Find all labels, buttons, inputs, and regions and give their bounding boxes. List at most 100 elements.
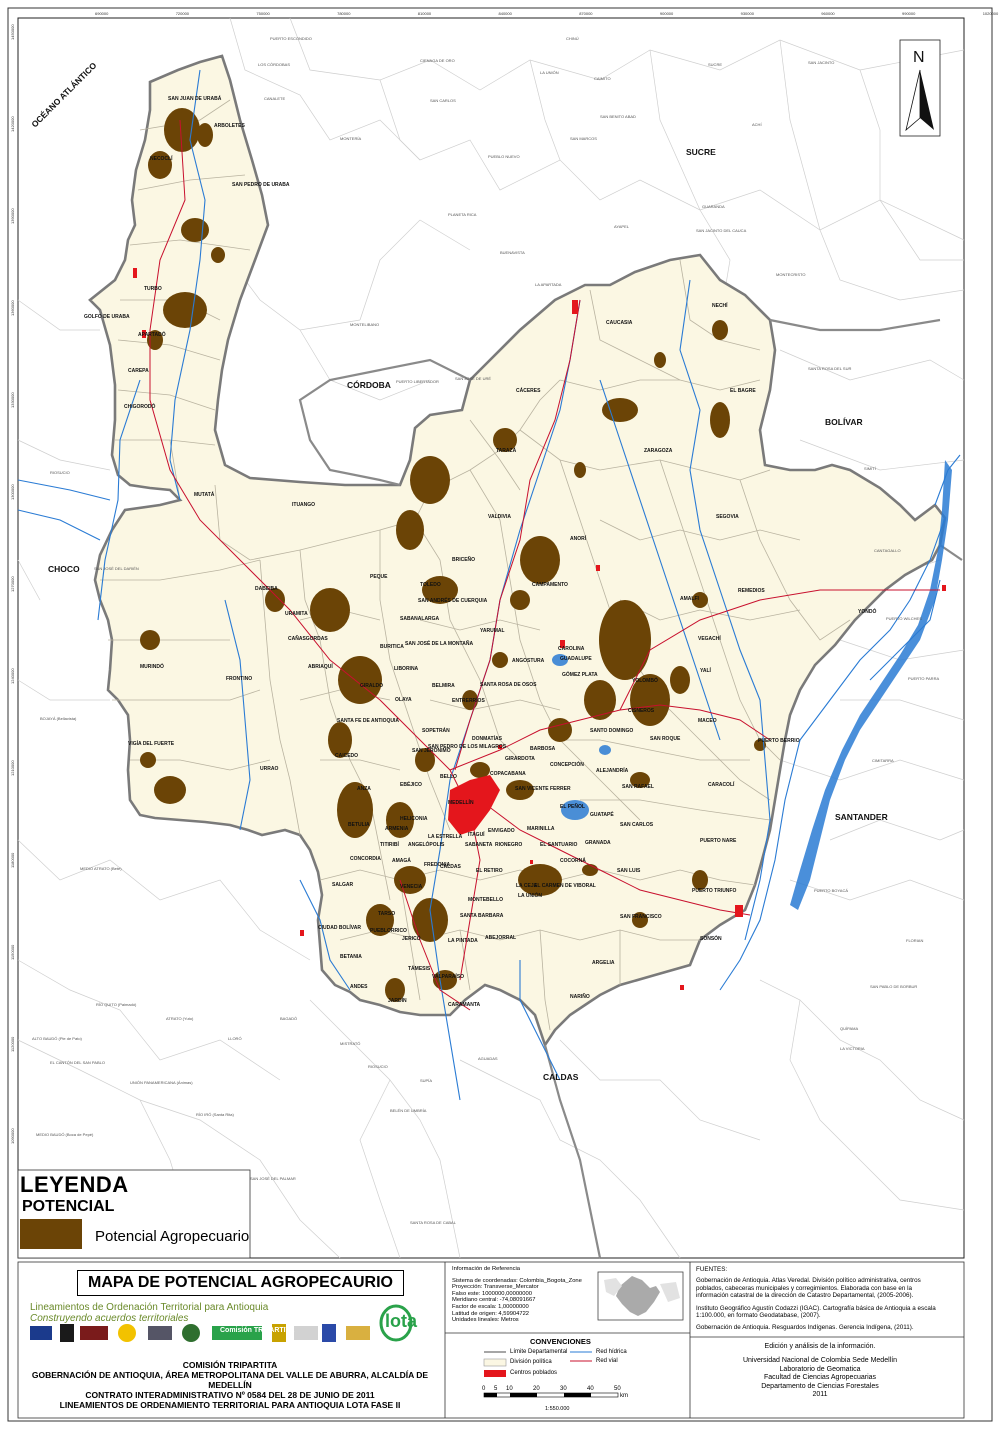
svg-text:ALTO BAUDÓ (Pie de Pato): ALTO BAUDÓ (Pie de Pato) [32, 1036, 83, 1041]
svg-text:LA CEJA: LA CEJA [516, 883, 538, 889]
river-network [17, 69, 961, 1101]
svg-text:TARSO: TARSO [378, 911, 395, 917]
svg-text:GIRARDOTA: GIRARDOTA [505, 756, 535, 762]
legend-title: LEYENDA [20, 1172, 129, 1197]
svg-text:ITUANGO: ITUANGO [292, 502, 315, 508]
svg-text:JARDÍN: JARDÍN [388, 996, 407, 1004]
svg-text:BARBOSA: BARBOSA [530, 746, 556, 752]
svg-text:SUCRE: SUCRE [708, 62, 722, 67]
tripartita-logo-text: Comisión TRIPARTITA [220, 1327, 295, 1334]
scale-tick: 0 [482, 1386, 486, 1392]
svg-text:YALÍ: YALÍ [700, 666, 712, 674]
graticule-label: 1270000 [10, 576, 15, 592]
svg-text:ABRIAQUÍ: ABRIAQUÍ [308, 662, 333, 670]
svg-text:MUTATÁ: MUTATÁ [194, 491, 215, 498]
graticule-label: 1210000 [10, 760, 15, 776]
scale-unit: km [620, 1393, 628, 1399]
svg-text:SAN JOSÉ DE LA MONTAÑA: SAN JOSÉ DE LA MONTAÑA [405, 639, 473, 647]
convention-label: División política [510, 1359, 552, 1365]
reference-line: Latitud de origen: 4,59904722 [452, 1310, 530, 1317]
svg-text:PLANETA RICA: PLANETA RICA [448, 212, 477, 217]
partner-logos [30, 1304, 413, 1342]
svg-text:EL RETIRO: EL RETIRO [476, 868, 503, 874]
svg-text:SAN PEDRO DE URABA: SAN PEDRO DE URABA [232, 182, 290, 188]
north-label: N [913, 49, 925, 66]
svg-text:SANTA BARBARA: SANTA BARBARA [460, 913, 504, 919]
graticule-label: 1020000 [983, 11, 999, 16]
edition-line: 2011 [812, 1391, 828, 1399]
svg-text:CONCEPCIÓN: CONCEPCIÓN [550, 760, 584, 768]
graticule-label: 720000 [176, 11, 190, 16]
source-item: Gobernación de Antioquia. Atlas Veredal.… [696, 1277, 921, 1300]
graticule-label: 1300000 [10, 484, 15, 500]
graticule-label: 1390000 [10, 208, 15, 224]
graticule-label: 750000 [256, 11, 270, 16]
scale-bar [483, 1392, 619, 1398]
svg-text:BOJAYÁ (Bellavista): BOJAYÁ (Bellavista) [40, 716, 77, 721]
svg-text:PUEBLO NUEVO: PUEBLO NUEVO [488, 154, 520, 159]
conventions-symbols [483, 1351, 592, 1377]
svg-text:NECHÍ: NECHÍ [712, 301, 728, 309]
svg-text:SUPÍA: SUPÍA [420, 1078, 432, 1083]
graticule-label: 1420000 [10, 116, 15, 132]
graticule-label: 960000 [821, 11, 835, 16]
svg-text:SAN MARCOS: SAN MARCOS [570, 136, 597, 141]
svg-text:SAN JACINTO DEL CAUCA: SAN JACINTO DEL CAUCA [696, 228, 747, 233]
svg-text:CONCORDIA: CONCORDIA [350, 856, 381, 862]
lota-logo-text: lota [385, 1311, 418, 1331]
svg-text:DABEIBA: DABEIBA [255, 586, 278, 592]
svg-text:NARIÑO: NARIÑO [570, 993, 590, 1000]
svg-text:SAN ANDRÉS DE CUERQUIA: SAN ANDRÉS DE CUERQUIA [418, 596, 488, 604]
svg-text:COCORNÁ: COCORNÁ [560, 857, 586, 864]
svg-text:BETANIA: BETANIA [340, 954, 362, 960]
svg-text:SAN RAFAEL: SAN RAFAEL [622, 784, 654, 790]
svg-text:EL BAGRE: EL BAGRE [730, 388, 756, 394]
svg-text:SAN JOSÉ DE URÉ: SAN JOSÉ DE URÉ [455, 376, 491, 381]
svg-text:SANTA ROSA DE CABAL: SANTA ROSA DE CABAL [410, 1220, 457, 1225]
svg-text:SABANALARGA: SABANALARGA [400, 616, 440, 622]
sources-block: FUENTES: Gobernación de Antioquia. Atlas… [696, 1266, 946, 1332]
svg-text:SANTA ROSA DE OSOS: SANTA ROSA DE OSOS [480, 682, 537, 688]
legend-subtitle: POTENCIAL [22, 1198, 115, 1215]
svg-text:BUENAVISTA: BUENAVISTA [500, 250, 525, 255]
svg-text:SANTO DOMINGO: SANTO DOMINGO [590, 728, 633, 734]
svg-text:MURINDÓ: MURINDÓ [140, 662, 164, 670]
svg-text:CAMPAMENTO: CAMPAMENTO [532, 582, 568, 588]
svg-text:MEDELLÍN: MEDELLÍN [448, 798, 474, 806]
svg-text:UNIÓN PANAMERICANA (Ánimas): UNIÓN PANAMERICANA (Ánimas) [130, 1080, 193, 1085]
svg-text:VALPARAÍSO: VALPARAÍSO [432, 972, 464, 980]
svg-text:RIOSUCIO: RIOSUCIO [368, 1064, 388, 1069]
svg-text:GÓMEZ PLATA: GÓMEZ PLATA [562, 670, 598, 678]
svg-text:EL PEÑOL: EL PEÑOL [560, 803, 585, 810]
dept-label: CALDAS [543, 1072, 579, 1082]
reference-line: Proyección: Transverse_Mercator [452, 1284, 539, 1291]
svg-text:CAUCASIA: CAUCASIA [606, 320, 633, 326]
svg-text:EL CANTÓN DEL SAN PABLO: EL CANTÓN DEL SAN PABLO [50, 1060, 105, 1065]
lota-logo [379, 1304, 413, 1342]
svg-text:GUADALUPE: GUADALUPE [560, 656, 592, 662]
svg-text:SAN VICENTE FERRER: SAN VICENTE FERRER [515, 786, 571, 792]
scale-tick: 40 [587, 1386, 594, 1392]
svg-text:GUATAPÉ: GUATAPÉ [590, 810, 614, 818]
populated-centers [133, 268, 946, 990]
svg-text:TURBO: TURBO [144, 286, 162, 292]
svg-text:CIMITARRA: CIMITARRA [872, 758, 894, 763]
municipality-labels: SAN JUAN DE URABÁ ARBOLETES NECOCLÍ SAN … [84, 95, 876, 1008]
edition-line: Edición y análisis de la información. [764, 1343, 876, 1350]
svg-text:BELMIRA: BELMIRA [432, 683, 455, 689]
svg-text:SABANETA: SABANETA [465, 842, 493, 848]
svg-text:VIGÍA DEL FUERTE: VIGÍA DEL FUERTE [128, 739, 175, 747]
commission-line2: CONTRATO INTERADMINISTRATIVO Nº 0584 DEL… [85, 1390, 375, 1400]
dept-label: SANTANDER [835, 812, 888, 822]
svg-text:LOS CÓRDOBAS: LOS CÓRDOBAS [258, 62, 290, 67]
svg-text:RIOSUCIO: RIOSUCIO [50, 470, 70, 475]
svg-text:TARAZÁ: TARAZÁ [496, 447, 517, 454]
commission-line1: GOBERNACIÓN DE ANTIOQUIA, ÁREA METROPOLI… [31, 1370, 429, 1390]
svg-text:ARMENIA: ARMENIA [385, 826, 409, 832]
svg-text:AYAPEL: AYAPEL [614, 224, 630, 229]
svg-text:PUERTO BERRIO: PUERTO BERRIO [758, 738, 800, 744]
svg-text:SAN BENITO ABAD: SAN BENITO ABAD [600, 114, 636, 119]
svg-text:PUEBLORRICO: PUEBLORRICO [370, 928, 407, 934]
svg-text:CARAMANTA: CARAMANTA [448, 1002, 481, 1008]
